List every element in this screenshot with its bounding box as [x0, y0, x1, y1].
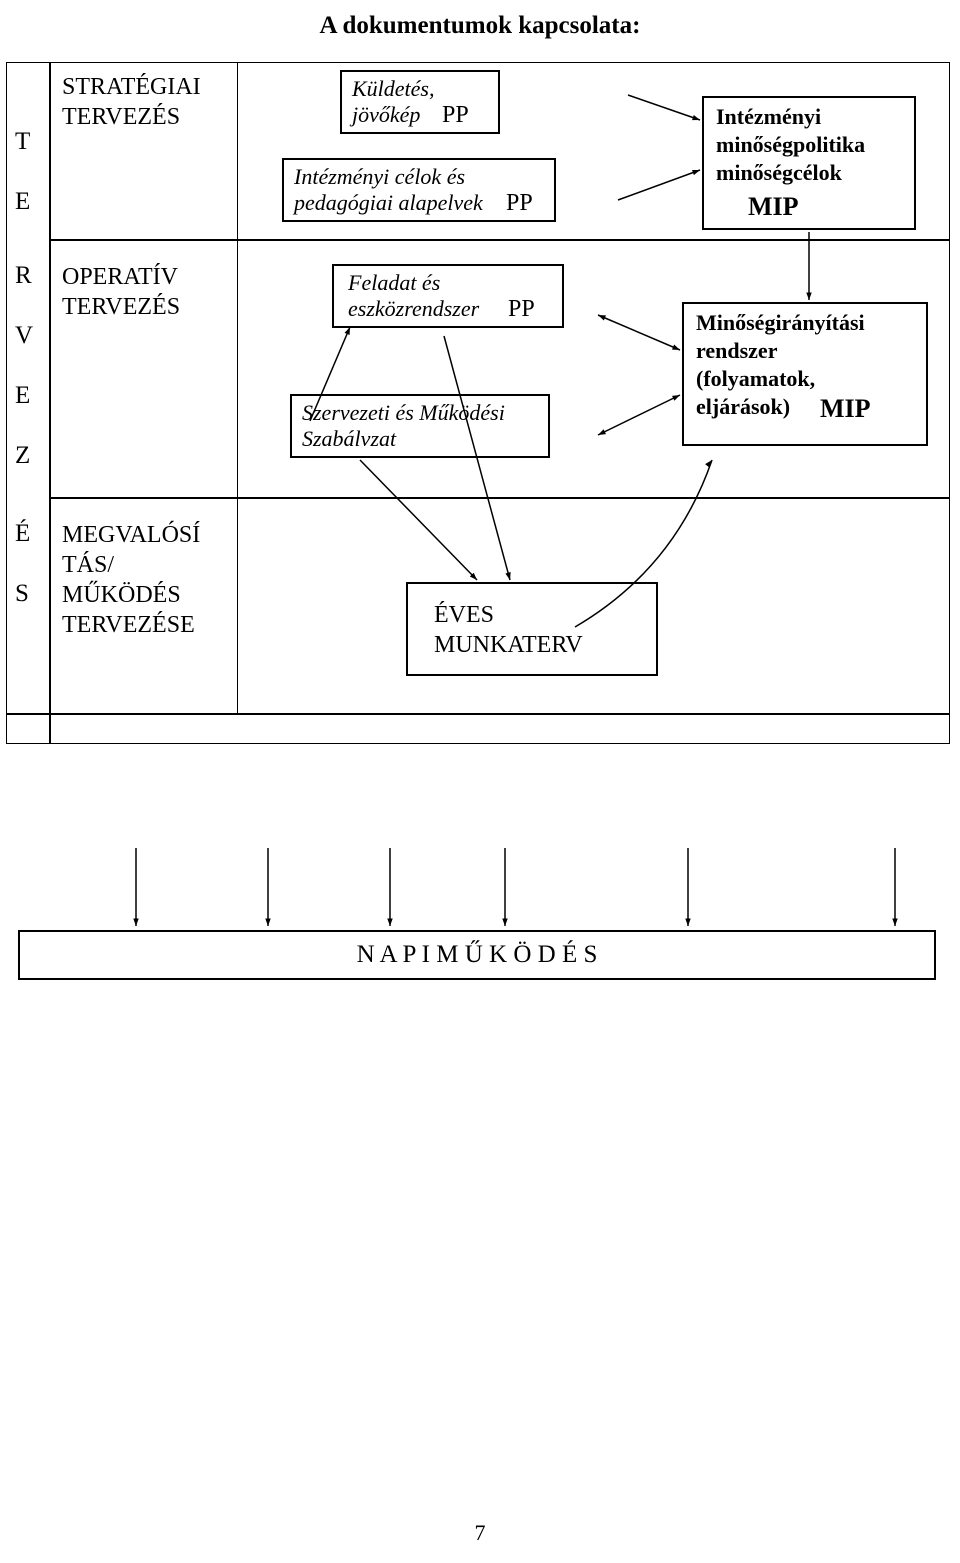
miptop-l2: minőségpolitika	[716, 132, 865, 158]
vertical-letter: E	[15, 188, 30, 216]
mir-l3: (folyamatok,	[696, 366, 815, 392]
miptop-l1: Intézményi	[716, 104, 821, 130]
miptop-l3: minőségcélok	[716, 160, 842, 186]
page-number: 7	[0, 1520, 960, 1546]
feladat-pp: PP	[508, 296, 535, 323]
feladat-l2: eszközrendszer	[348, 296, 479, 322]
operativ-l1: OPERATÍV	[62, 264, 178, 291]
bottom-bar: N A P I M Ű K Ö D É S	[18, 930, 936, 980]
celok-l2: pedagógiai alapelvek	[294, 190, 483, 216]
strategiai-l1: STRATÉGIAI	[62, 74, 201, 101]
node-mip-top: Intézményi minőségpolitika minőségcélok …	[702, 96, 916, 230]
bottom-bar-text: N A P I M Ű K Ö D É S	[357, 941, 598, 969]
megvalosit-l1: MEGVALÓSÍ	[62, 522, 200, 549]
szmsz-l2: Szabálvzat	[302, 426, 396, 452]
mir-l1: Minőségirányítási	[696, 310, 865, 336]
vertical-letter: V	[15, 322, 33, 350]
szmsz-l1: Szervezeti és Működési	[302, 400, 505, 426]
kuldetes-pp: PP	[442, 102, 469, 129]
vertical-letter: E	[15, 382, 30, 410]
feladat-l1: Feladat és	[348, 270, 440, 296]
vertical-letter: T	[15, 128, 30, 156]
diagram-stage: A dokumentumok kapcsolata: STRATÉGIAI TE…	[0, 0, 960, 1563]
mir-big: MIP	[820, 394, 871, 424]
vertical-letter: Z	[15, 442, 30, 470]
node-kuldetes: Küldetés, jövőkép PP	[340, 70, 500, 134]
kuldetes-l2: jövőkép	[352, 102, 420, 128]
munkaterv-l1: ÉVES	[434, 602, 494, 629]
megvalosit-l3: MŰKÖDÉS	[62, 582, 181, 609]
operativ-l2: TERVEZÉS	[62, 294, 180, 321]
node-feladat: Feladat és eszközrendszer PP	[332, 264, 564, 328]
vertical-letter: R	[15, 262, 32, 290]
kuldetes-l1: Küldetés,	[352, 76, 435, 102]
cell-left-extra	[6, 714, 50, 744]
megvalosit-l4: TERVEZÉSE	[62, 612, 195, 639]
mir-l4: eljárások)	[696, 394, 790, 420]
strategiai-l2: TERVEZÉS	[62, 104, 180, 131]
node-munkaterv: ÉVES MUNKATERV	[406, 582, 658, 676]
megvalosit-l2: TÁS/	[62, 552, 114, 579]
node-mir: Minőségirányítási rendszer (folyamatok, …	[682, 302, 928, 446]
celok-pp: PP	[506, 190, 533, 217]
node-szmsz: Szervezeti és Működési Szabálvzat	[290, 394, 550, 458]
munkaterv-l2: MUNKATERV	[434, 632, 583, 659]
page-title: A dokumentumok kapcsolata:	[0, 12, 960, 40]
cell-right-extra	[50, 714, 950, 744]
vertical-letter: S	[15, 580, 29, 608]
mir-l2: rendszer	[696, 338, 777, 364]
node-celok: Intézményi célok és pedagógiai alapelvek…	[282, 158, 556, 222]
vertical-letter: É	[15, 520, 30, 548]
miptop-big: MIP	[748, 192, 799, 222]
celok-l1: Intézményi célok és	[294, 164, 465, 190]
